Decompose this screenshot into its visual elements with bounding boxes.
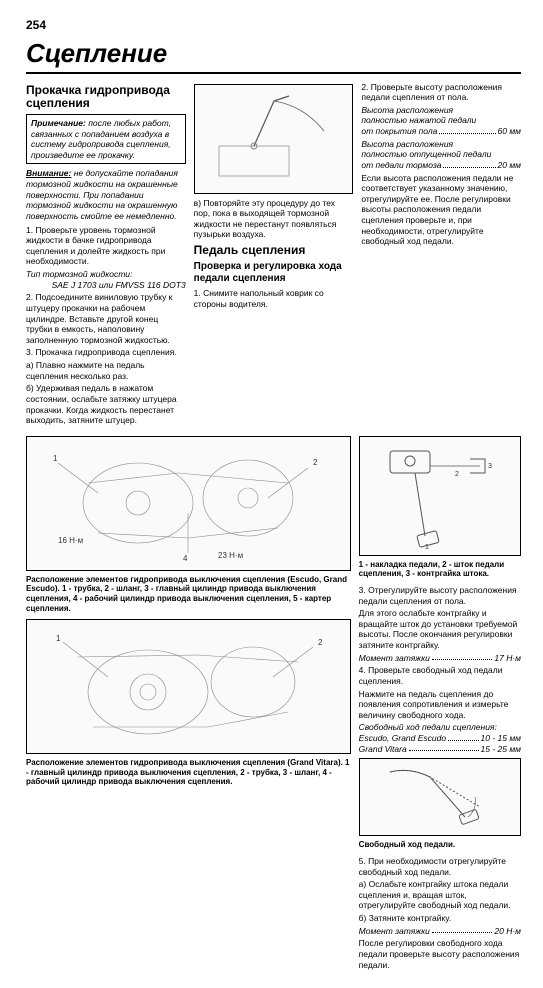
torque-spec-1: Момент затяжки17 Н·м [359,653,521,664]
height-spec-1: Высота расположения полностью нажатой пе… [361,105,521,137]
figure-layout-escudo: 1 2 16 Н·м 4 23 Н·м [26,436,351,571]
height-spec-2: Высота расположения полностью отпущенной… [361,139,521,171]
fluid-spec: Тип тормозной жидкости: SAE J 1703 или F… [26,269,186,290]
mid-left: 1 2 16 Н·м 4 23 Н·м Расположение элемент… [26,432,351,972]
svg-text:2: 2 [455,471,459,478]
svg-text:2: 2 [318,638,323,647]
note-box: Примечание: после любых работ, связанных… [26,114,186,165]
mid-right: 1 2 3 1 - накладка педали, 2 - шток педа… [359,432,521,972]
heading-bleeding: Прокачка гидропривода сцепления [26,84,186,110]
engine-diagram2-icon: 1 2 [38,627,338,747]
caption-escudo: Расположение элементов гидропривода выкл… [26,575,351,613]
reg-step-3: 3. Отрегулируйте высоту расположения пед… [359,585,521,606]
page-title: Сцепление [26,37,521,74]
page-number: 254 [26,18,521,33]
step-3: 3. Прокачка гидропривода сцепления. [26,347,186,358]
engine-diagram-icon: 1 2 16 Н·м 4 23 Н·м [38,443,338,563]
step-5b: б) Затяните контргайку. [359,913,521,924]
step-3v: в) Повторяйте эту процедуру до тех пор, … [194,198,354,241]
step-3a: а) Плавно нажмите на педаль сцепления не… [26,360,186,381]
heading-pedal: Педаль сцепления [194,244,354,257]
pedal-step-2: 2. Проверьте высоту расположения педали … [361,82,521,103]
step-3b: б) Удерживая педаль в нажатом состоянии,… [26,383,186,426]
figure-lever [194,84,354,194]
svg-text:1: 1 [56,634,61,643]
column-3: 2. Проверьте высоту расположения педали … [361,80,521,428]
end-note: После регулировки свободного хода педали… [359,938,521,970]
step-4: 4. Проверьте свободный ход педали сцепле… [359,665,521,686]
svg-text:1: 1 [425,544,429,551]
caption-freeplay: Свободный ход педали. [359,840,521,850]
step-1: 1. Проверьте уровень тормозной жидкости … [26,225,186,268]
svg-text:16 Н·м: 16 Н·м [58,536,83,545]
column-2: в) Повторяйте эту процедуру до тех пор, … [194,80,354,428]
pedal-step-1: 1. Снимите напольный коврик со стороны в… [194,288,354,309]
column-1: Прокачка гидропривода сцепления Примечан… [26,80,186,428]
mid-row: 1 2 16 Н·м 4 23 Н·м Расположение элемент… [26,432,521,972]
lever-diagram-icon [214,91,334,186]
note-label: Примечание: [31,118,86,128]
warn-label: Внимание: [26,168,71,178]
heading-check: Проверка и регулировка хода педали сцепл… [194,261,354,284]
figure-freeplay [359,758,521,836]
step-5: 5. При необходимости отрегулируйте свобо… [359,856,521,877]
svg-text:3: 3 [488,463,492,470]
pedal-adjust-note: Если высота расположения педали не соотв… [361,173,521,247]
caption-pedal: 1 - накладка педали, 2 - шток педали сце… [359,560,521,579]
svg-text:23 Н·м: 23 Н·м [218,551,243,560]
step-2: 2. Подсоедините виниловую трубку к штуце… [26,292,186,345]
free-play-spec: Свободный ход педали сцепления: Escudo, … [359,722,521,754]
caption-vitara: Расположение элементов гидропривода выкл… [26,758,351,787]
torque-spec-2: Момент затяжки20 Н·м [359,926,521,937]
freeplay-diagram-icon [370,762,510,832]
step-5a: а) Ослабьте контргайку штока педали сцеп… [359,879,521,911]
svg-text:4: 4 [183,554,188,563]
warning: Внимание: не допускайте попадания тормоз… [26,168,186,221]
top-columns: Прокачка гидропривода сцепления Примечан… [26,80,521,428]
step-4b: Нажмите на педаль сцепления до появления… [359,689,521,721]
svg-text:1: 1 [53,454,58,463]
svg-text:2: 2 [313,458,318,467]
pedal-diagram-icon: 1 2 3 [370,441,510,551]
figure-pedal: 1 2 3 [359,436,521,556]
figure-layout-vitara: 1 2 [26,619,351,754]
reg-step-3b: Для этого ослабьте контргайку и вращайте… [359,608,521,651]
